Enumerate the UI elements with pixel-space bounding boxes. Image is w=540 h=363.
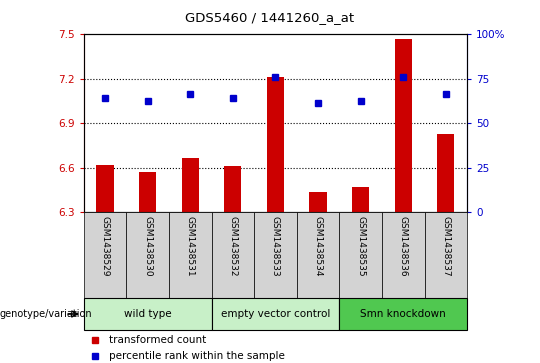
Bar — [169, 212, 212, 298]
Text: GSM1438530: GSM1438530 — [143, 216, 152, 276]
Bar — [424, 212, 467, 298]
Bar — [84, 212, 126, 298]
Bar — [352, 187, 369, 212]
Bar — [181, 158, 199, 212]
Bar — [254, 212, 296, 298]
Bar — [139, 172, 156, 212]
Text: GSM1438534: GSM1438534 — [314, 216, 322, 276]
Text: GSM1438537: GSM1438537 — [441, 216, 450, 276]
Text: GSM1438532: GSM1438532 — [228, 216, 237, 276]
Bar — [212, 298, 339, 330]
Text: empty vector control: empty vector control — [221, 309, 330, 319]
Bar — [339, 298, 467, 330]
Text: transformed count: transformed count — [109, 335, 206, 345]
Text: GSM1438536: GSM1438536 — [399, 216, 408, 276]
Bar — [126, 212, 169, 298]
Bar — [267, 77, 284, 212]
Bar — [339, 212, 382, 298]
Text: GSM1438531: GSM1438531 — [186, 216, 195, 276]
Text: wild type: wild type — [124, 309, 171, 319]
Bar — [296, 212, 339, 298]
Text: genotype/variation: genotype/variation — [0, 309, 93, 319]
Bar — [97, 165, 113, 212]
Bar — [382, 212, 424, 298]
Bar — [395, 39, 411, 212]
Text: percentile rank within the sample: percentile rank within the sample — [109, 351, 285, 362]
Bar — [309, 192, 327, 212]
Text: Smn knockdown: Smn knockdown — [360, 309, 446, 319]
Bar — [437, 134, 454, 212]
Text: GDS5460 / 1441260_a_at: GDS5460 / 1441260_a_at — [185, 11, 355, 24]
Bar — [84, 298, 212, 330]
Bar — [212, 212, 254, 298]
Text: GSM1438529: GSM1438529 — [100, 216, 110, 276]
Bar — [224, 166, 241, 212]
Text: GSM1438533: GSM1438533 — [271, 216, 280, 276]
Text: GSM1438535: GSM1438535 — [356, 216, 365, 276]
